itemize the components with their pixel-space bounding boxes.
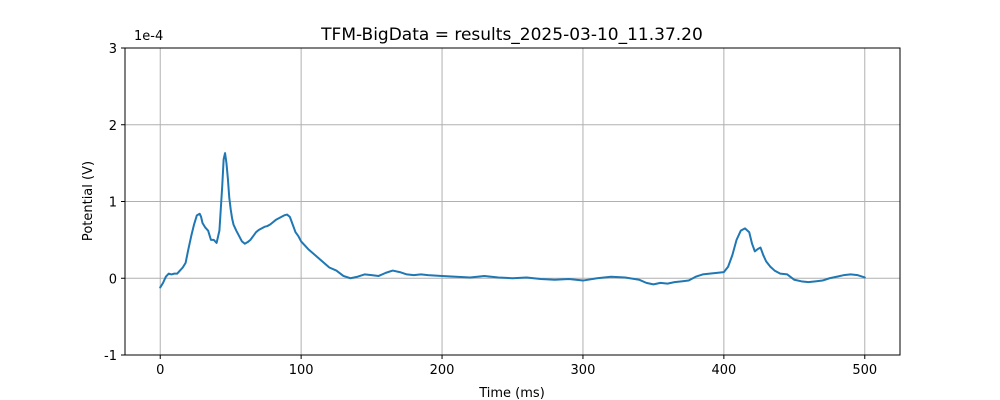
x-tick-label: 0 [156, 363, 164, 378]
x-tick-label: 500 [852, 363, 877, 378]
y-axis-ticks: -1 0 1 2 3 [104, 42, 125, 364]
y-tick-label: 0 [109, 272, 117, 287]
y-tick-label: 3 [109, 42, 117, 57]
x-tick-label: 300 [571, 363, 596, 378]
x-tick-label: 100 [289, 363, 314, 378]
grid [125, 47, 900, 356]
y-axis-label: Potential (V) [81, 161, 96, 241]
x-tick-label: 400 [711, 363, 736, 378]
y-tick-label: 2 [109, 119, 117, 134]
y-tick-label: -1 [104, 349, 117, 364]
y-offset-label: 1e-4 [134, 29, 163, 44]
series-line [159, 152, 866, 289]
series-layer [159, 152, 866, 289]
x-axis-ticks: 0 100 200 300 400 500 [156, 355, 877, 378]
y-tick-label: 1 [109, 196, 117, 211]
x-axis-label: Time (ms) [478, 386, 545, 400]
chart-title: TFM-BigData = results_2025-03-10_11.37.2… [320, 25, 703, 45]
x-tick-label: 200 [430, 363, 455, 378]
